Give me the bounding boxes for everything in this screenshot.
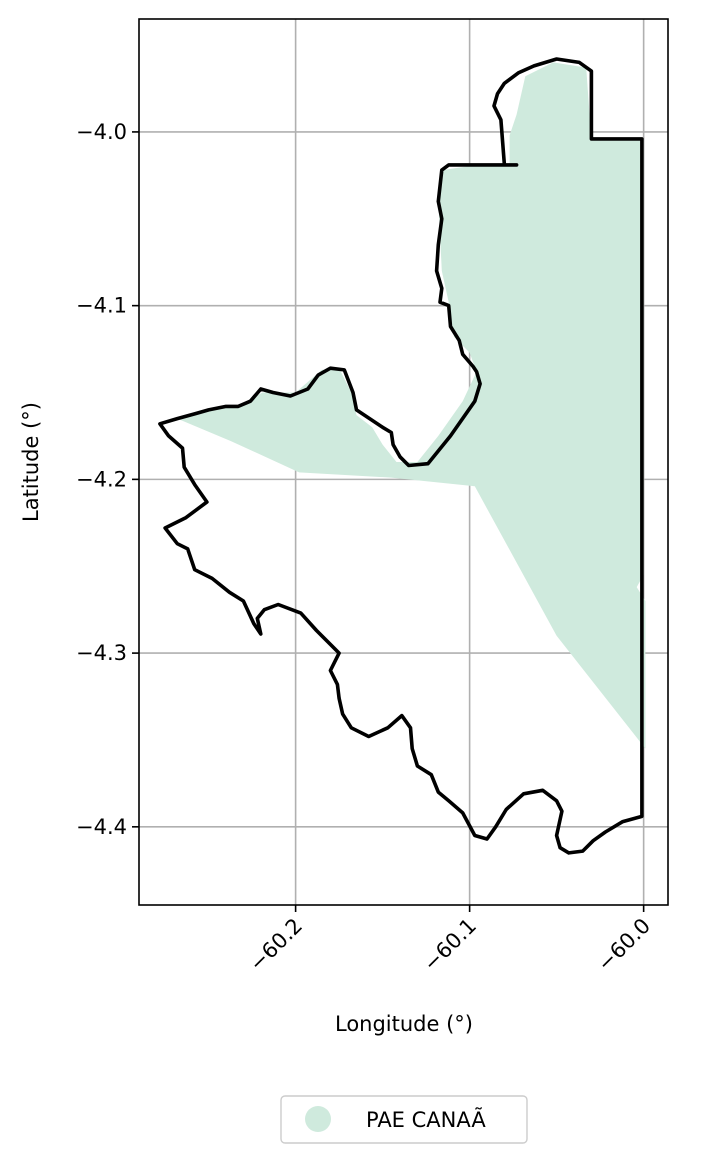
y-tick-label: −4.3	[76, 641, 127, 665]
legend-frame	[280, 1095, 528, 1144]
y-axis-label: Latitude (°)	[19, 402, 43, 522]
y-tick-label: −4.4	[76, 815, 127, 839]
municipal-boundary-outline	[158, 57, 644, 855]
y-tick-label: −4.2	[76, 467, 127, 491]
legend: PAE CANAÃ	[280, 1095, 528, 1144]
x-axis-label: Longitude (°)	[335, 1012, 473, 1036]
y-tick-label: −4.1	[76, 294, 127, 318]
legend-marker	[305, 1106, 331, 1132]
map-layers	[158, 57, 646, 855]
pae-canaa-area	[177, 62, 646, 749]
y-tick-label: −4.0	[76, 120, 127, 144]
legend-label: PAE CANAÃ	[366, 1106, 486, 1132]
plot-frame	[138, 18, 669, 906]
